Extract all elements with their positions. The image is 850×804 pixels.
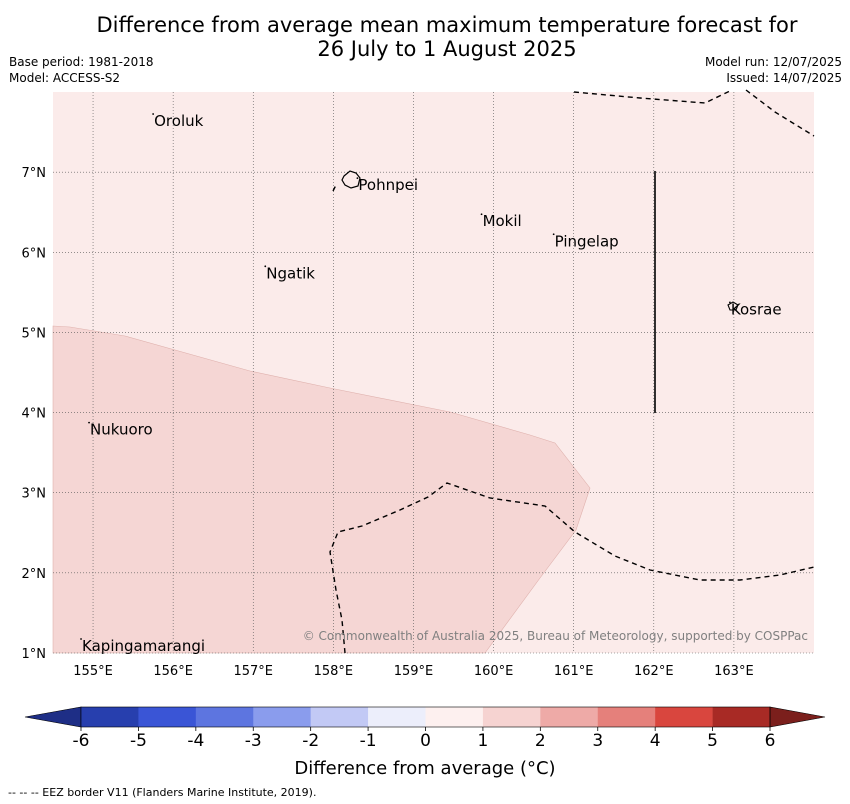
model-run: Model run: 12/07/2025: [704, 55, 842, 69]
colorbar-tick-label: -5: [130, 731, 147, 751]
colorbar-segment: [253, 707, 311, 727]
place-marker: [728, 301, 731, 304]
colorbar-tick-label: -2: [302, 731, 319, 751]
anomaly-region-1-to-2: [52, 325, 591, 654]
eez-border-north: [573, 89, 733, 104]
place-marker: [356, 177, 359, 180]
colorbar-segment: [655, 707, 713, 727]
latitude-tick-label: 5°N: [22, 326, 47, 341]
colorbar-tick-label: 0: [420, 731, 431, 751]
longitude-tick-labels: 155°E 156°E 157°E 158°E 159°E 160°E 161°E 162°E…: [73, 664, 753, 679]
pohnpei-island: [341, 170, 361, 189]
model-name: Model: ACCESS-S2: [9, 71, 121, 85]
colorbar-segment: [368, 707, 426, 727]
issued-date: Issued: 14/07/2025: [726, 71, 842, 85]
eez-border-stub: [332, 184, 337, 192]
place-marker: [264, 265, 267, 268]
colorbar-segment: [712, 707, 771, 727]
place-label-kapingamarangi: Kapingamarangi: [82, 637, 205, 655]
colorbar-tick-label: 1: [478, 731, 489, 751]
longitude-tick-label: 162°E: [634, 664, 674, 679]
meta-right: Model run: 12/07/2025 Issued: 14/07/2025: [705, 54, 842, 86]
map-title: Difference from average mean maximum tem…: [0, 13, 850, 61]
base-period: Base period: 1981-2018: [9, 55, 154, 69]
longitude-tick-label: 163°E: [714, 664, 754, 679]
eez-border-footnote: -- -- -- EEZ border V11 (Flanders Marine…: [8, 786, 317, 799]
title-line-1: Difference from average mean maximum tem…: [96, 13, 798, 37]
meta-left: Base period: 1981-2018 Model: ACCESS-S2: [9, 54, 154, 86]
place-label-nukuoro: Nukuoro: [90, 421, 153, 439]
colorbar-tick-label: 4: [650, 731, 661, 751]
place-label-pingelap: Pingelap: [555, 232, 619, 250]
colorbar-tick-label: -1: [360, 731, 377, 751]
place-marker: [152, 113, 155, 115]
colorbar-segment: [482, 707, 541, 727]
eez-borders: [329, 89, 815, 654]
colorbar-tick-label: 2: [535, 731, 546, 751]
colorbar-segment: [540, 707, 599, 727]
place-label-pohnpei: Pohnpei: [358, 176, 418, 194]
longitude-tick-label: 161°E: [554, 664, 594, 679]
place-label-mokil: Mokil: [483, 212, 522, 230]
colorbar: -6 -5 -4 -3 -2 -1 0 1 2 3 4 5 6: [24, 706, 826, 751]
longitude-tick-label: 159°E: [394, 664, 434, 679]
colorbar-extend-low: [24, 706, 82, 728]
place-marker: [88, 421, 90, 424]
colorbar-segment: [425, 707, 484, 727]
colorbar-segment: [195, 707, 254, 727]
longitude-tick-label: 158°E: [314, 664, 354, 679]
colorbar-label: Difference from average (°C): [294, 758, 555, 779]
place-marker: [480, 213, 483, 216]
longitude-tick-label: 156°E: [153, 664, 193, 679]
place-labels: Oroluk Pohnpei Mokil Pingelap Ngatik Kosrae Nu…: [80, 112, 782, 655]
longitude-tick-label: 157°E: [233, 664, 273, 679]
title-line-2: 26 July to 1 August 2025: [317, 37, 577, 61]
colorbar-segment: [597, 707, 656, 727]
colorbar-tick-label: 6: [765, 731, 776, 751]
place-label-oroluk: Oroluk: [154, 112, 203, 130]
colorbar-tick-label: 5: [707, 731, 718, 751]
kosrae-island: [727, 301, 739, 311]
colorbar-extend-high: [769, 706, 826, 728]
latitude-tick-label: 6°N: [22, 246, 47, 261]
place-marker: [80, 638, 82, 640]
copyright-notice: © Commonwealth of Australia 2025, Bureau…: [303, 629, 808, 643]
latitude-tick-label: 7°N: [22, 166, 47, 181]
place-label-ngatik: Ngatik: [266, 264, 315, 282]
place-label-kosrae: Kosrae: [731, 300, 782, 318]
graticule: [53, 92, 814, 654]
latitude-tick-label: 1°N: [22, 647, 47, 662]
colorbar-tick-label: -6: [73, 731, 90, 751]
latitude-tick-label: 4°N: [22, 407, 47, 422]
longitude-tick-label: 155°E: [73, 664, 113, 679]
colorbar-segment: [310, 707, 369, 727]
latitude-tick-labels: 1°N 2°N 3°N 4°N 5°N 6°N 7°N: [22, 166, 47, 662]
eez-border-northeast: [745, 89, 815, 137]
colorbar-tick-label: -3: [245, 731, 262, 751]
colorbar-segment: [81, 707, 139, 727]
latitude-tick-label: 3°N: [22, 487, 47, 502]
latitude-tick-label: 2°N: [22, 567, 47, 582]
place-marker: [552, 233, 555, 236]
longitude-tick-label: 160°E: [474, 664, 514, 679]
colorbar-segment: [138, 707, 197, 727]
map-panel: Oroluk Pohnpei Mokil Pingelap Ngatik Kosrae Nu…: [22, 89, 815, 679]
colorbar-tick-label: -4: [187, 731, 204, 751]
colorbar-tick-label: 3: [592, 731, 603, 751]
